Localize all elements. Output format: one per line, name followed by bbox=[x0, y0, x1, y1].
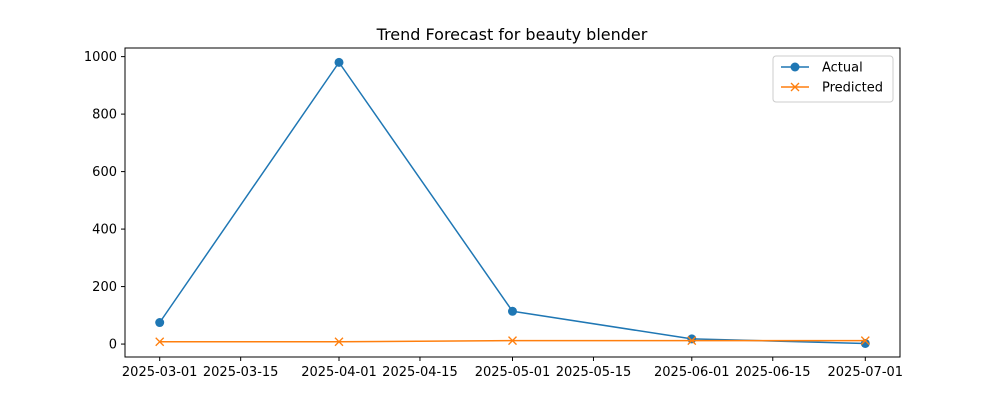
y-tick-label: 200 bbox=[92, 280, 117, 295]
y-tick-label: 800 bbox=[92, 108, 117, 123]
chart-title: Trend Forecast for beauty blender bbox=[376, 25, 648, 44]
x-marker-stroke bbox=[155, 337, 165, 347]
point-predicted bbox=[687, 336, 697, 346]
point-actual bbox=[508, 306, 517, 316]
x-marker-stroke bbox=[334, 337, 344, 347]
point-predicted bbox=[508, 336, 517, 346]
legend-label-actual: Actual bbox=[822, 61, 863, 76]
legend-marker-predicted bbox=[790, 82, 800, 92]
x-tick-label: 2025-05-15 bbox=[556, 365, 632, 380]
point-predicted bbox=[155, 337, 165, 347]
x-marker-stroke bbox=[790, 82, 800, 92]
x-tick-label: 2025-07-01 bbox=[828, 365, 904, 380]
x-tick-label: 2025-06-15 bbox=[735, 365, 811, 380]
x-tick-label: 2025-05-01 bbox=[475, 365, 551, 380]
point-actual bbox=[687, 334, 697, 344]
x-tick-label: 2025-03-01 bbox=[122, 365, 198, 380]
y-tick-label: 1000 bbox=[84, 50, 117, 65]
legend-label-predicted: Predicted bbox=[822, 81, 883, 96]
legend: Actual Predicted bbox=[772, 55, 894, 103]
point-actual bbox=[155, 318, 165, 328]
point-predicted bbox=[334, 337, 344, 347]
legend-marker-actual bbox=[790, 62, 800, 72]
x-marker-stroke bbox=[687, 336, 697, 346]
y-tick-label: 400 bbox=[92, 223, 117, 238]
y-tick-label: 0 bbox=[109, 338, 117, 353]
x-tick-label: 2025-06-01 bbox=[654, 365, 730, 380]
x-tick-label: 2025-04-15 bbox=[382, 365, 458, 380]
plot-area bbox=[155, 57, 870, 348]
x-marker-stroke bbox=[860, 336, 870, 346]
x-tick-label: 2025-04-01 bbox=[301, 365, 377, 380]
x-tick-label: 2025-03-15 bbox=[203, 365, 279, 380]
point-predicted bbox=[860, 336, 870, 346]
axes: 0 200 400 600 800 1000 2025-03-01 2025-03-15 202… bbox=[84, 47, 904, 380]
x-marker-stroke bbox=[508, 336, 517, 346]
y-tick-label: 600 bbox=[92, 165, 117, 180]
point-actual bbox=[334, 57, 344, 67]
